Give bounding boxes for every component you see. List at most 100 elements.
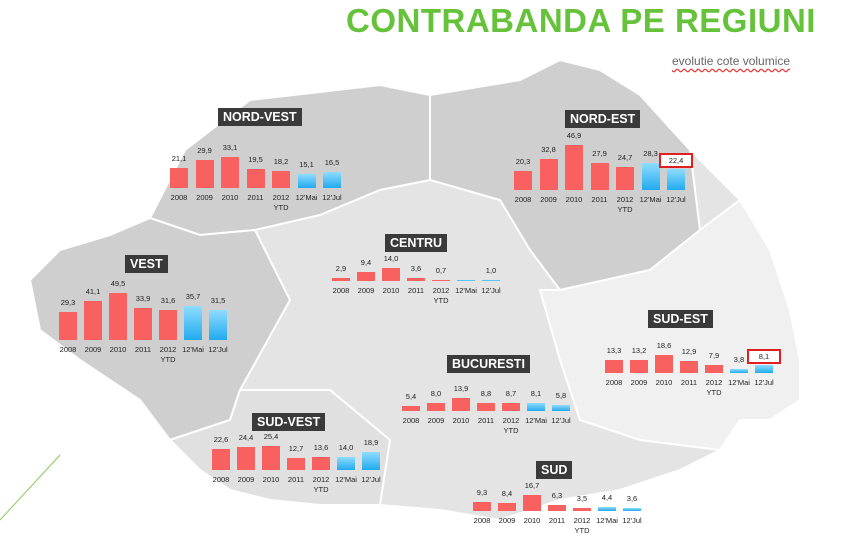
value-label-v-6: 31,5: [210, 296, 226, 306]
bar-sv-5: [337, 456, 355, 470]
bar-b-2: [452, 397, 470, 411]
category-label-nv-6: 12'Jul: [322, 193, 342, 202]
region-label-s: SUD: [536, 461, 573, 479]
bar-v-0: [59, 312, 77, 340]
region-label-sv: SUD-VEST: [252, 413, 326, 431]
category-label-v-0: 2008: [59, 345, 77, 354]
category-label-b-0: 2008: [402, 416, 420, 425]
bar-se-6: [755, 365, 773, 373]
category-label-se-2: 2010: [655, 378, 673, 387]
category-label-b-3: 2011: [477, 416, 495, 425]
bar-ne-6: [667, 168, 685, 190]
bar-v-3: [134, 307, 152, 340]
bar-s-3: [548, 505, 566, 511]
value-label-b-2: 13,9: [453, 383, 469, 393]
bar-v-5: [184, 306, 202, 340]
bar-sv-0: [212, 448, 230, 470]
value-label-v-1: 41,1: [85, 286, 101, 296]
value-label-s-2: 16,7: [524, 481, 540, 491]
category-label-s-4: 2012 YTD: [573, 516, 591, 535]
bar-b-3: [477, 402, 495, 411]
value-label-c-4: 0,7: [435, 265, 447, 275]
bar-b-1: [427, 403, 445, 411]
category-label-nv-2: 2010: [221, 193, 239, 202]
value-label-nv-6: 16,5: [324, 158, 340, 168]
category-label-se-4: 2012 YTD: [705, 378, 723, 397]
value-label-sv-1: 24,4: [238, 432, 254, 442]
bar-s-0: [473, 502, 491, 511]
category-label-se-5: 12'Mai: [728, 378, 750, 387]
bar-se-3: [680, 360, 698, 373]
category-label-s-2: 2010: [523, 516, 541, 525]
value-label-b-0: 5,4: [405, 391, 417, 401]
category-label-v-4: 2012 YTD: [159, 345, 177, 364]
bar-v-2: [109, 292, 127, 340]
value-label-ne-6: 22,4: [659, 152, 693, 168]
value-label-b-4: 8,7: [505, 388, 517, 398]
bar-nv-2: [221, 156, 239, 188]
value-label-sv-5: 14,0: [338, 442, 354, 452]
value-label-sv-0: 22,6: [213, 434, 229, 444]
value-label-ne-5: 28,3: [643, 149, 658, 159]
bar-c-5: [457, 279, 475, 281]
category-label-s-1: 2009: [498, 516, 516, 525]
category-label-c-6: 12'Jul: [481, 286, 501, 295]
value-label-sv-6: 18,9: [363, 438, 379, 448]
bar-sv-4: [312, 457, 330, 470]
bar-b-0: [402, 405, 420, 411]
bar-c-0: [332, 278, 350, 281]
value-label-ne-1: 32,8: [541, 144, 556, 154]
category-label-ne-2: 2010: [565, 195, 583, 204]
value-label-v-0: 29,3: [60, 298, 76, 308]
category-label-nv-4: 2012 YTD: [272, 193, 290, 212]
category-label-ne-1: 2009: [540, 195, 557, 204]
bar-nv-5: [297, 173, 316, 188]
value-label-nv-1: 29,9: [197, 145, 212, 155]
category-label-b-1: 2009: [427, 416, 445, 425]
category-label-s-6: 12'Jul: [622, 516, 642, 525]
value-label-sv-4: 13,6: [313, 443, 329, 453]
bar-nv-3: [246, 169, 265, 188]
map-coast-line: [0, 454, 61, 521]
value-label-se-4: 7,9: [708, 351, 720, 361]
page-title: CONTRABANDA PE REGIUNI: [346, 2, 816, 39]
value-label-v-3: 33,9: [135, 293, 151, 303]
value-label-b-1: 8,0: [430, 389, 442, 399]
category-label-v-5: 12'Mai: [182, 345, 204, 354]
value-label-b-3: 8,8: [480, 388, 492, 398]
bar-se-2: [655, 355, 673, 373]
category-label-ne-5: 12'Mai: [639, 195, 662, 204]
region-label-nv: NORD-VEST: [218, 108, 302, 126]
bar-sv-1: [237, 446, 255, 470]
bar-sv-2: [262, 445, 280, 470]
category-label-s-5: 12'Mai: [596, 516, 618, 525]
bar-ne-2: [565, 145, 583, 190]
category-label-c-3: 2011: [407, 286, 425, 295]
category-label-sv-0: 2008: [212, 475, 230, 484]
bar-c-1: [357, 272, 375, 281]
category-label-v-1: 2009: [84, 345, 102, 354]
value-label-c-6: 1,0: [485, 265, 497, 275]
bar-se-4: [705, 365, 723, 373]
map-sud-vest: [168, 389, 392, 506]
category-label-c-0: 2008: [332, 286, 350, 295]
bar-ne-3: [590, 163, 609, 190]
category-label-se-0: 2008: [605, 378, 623, 387]
value-label-s-0: 9,3: [476, 488, 488, 498]
value-label-nv-4: 18,2: [273, 156, 289, 166]
bar-c-4: [432, 279, 450, 281]
bar-s-4: [573, 507, 591, 511]
value-label-s-4: 3,5: [576, 493, 588, 503]
bar-nv-1: [195, 159, 214, 188]
category-label-sv-1: 2009: [237, 475, 255, 484]
value-label-v-5: 35,7: [185, 292, 201, 302]
bar-b-4: [502, 402, 520, 411]
value-label-c-1: 9,4: [360, 258, 372, 268]
value-label-se-6: 8,1: [747, 349, 781, 365]
value-label-se-1: 13,2: [631, 346, 647, 356]
category-label-nv-3: 2011: [247, 193, 264, 202]
value-label-nv-3: 19,5: [248, 155, 263, 165]
value-label-ne-4: 24,7: [617, 152, 633, 162]
bar-sv-6: [362, 452, 380, 470]
